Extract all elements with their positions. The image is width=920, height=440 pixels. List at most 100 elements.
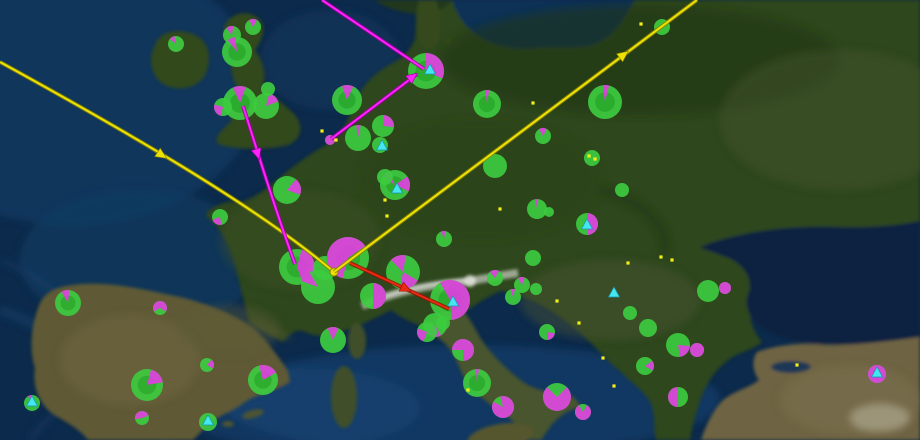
pie-marker[interactable]	[576, 212, 599, 235]
pie-marker[interactable]	[273, 176, 302, 204]
cyan-triangle-marker[interactable]	[423, 63, 437, 75]
pie-marker[interactable]	[690, 343, 704, 357]
yellow-waypoint-dot[interactable]	[639, 22, 643, 26]
yellow-waypoint-dot[interactable]	[593, 157, 597, 161]
pie-marker[interactable]	[452, 339, 474, 361]
pie-green-slice	[483, 154, 507, 178]
yellow-waypoint-dot[interactable]	[587, 154, 591, 158]
pie-magenta-slice	[690, 343, 704, 357]
pie-marker[interactable]	[248, 364, 278, 395]
yellow-waypoint-dot[interactable]	[577, 321, 581, 325]
route-yellow-west[interactable]	[0, 60, 339, 277]
yellow-waypoint-dot[interactable]	[555, 299, 559, 303]
pie-marker[interactable]	[491, 395, 514, 418]
pie-green-slice	[615, 183, 629, 197]
cyan-triangle-marker[interactable]	[580, 218, 594, 230]
pie-marker[interactable]	[377, 169, 393, 185]
pie-marker[interactable]	[525, 250, 541, 266]
yellow-waypoint-dot[interactable]	[626, 261, 630, 265]
pie-marker[interactable]	[505, 288, 521, 305]
route-magenta-north[interactable]	[320, 0, 426, 71]
pie-marker[interactable]	[543, 383, 571, 411]
pie-marker[interactable]	[575, 404, 591, 420]
yellow-waypoint-dot[interactable]	[320, 129, 324, 133]
pie-marker[interactable]	[301, 270, 335, 304]
pie-marker[interactable]	[332, 84, 362, 115]
yellow-waypoint-dot[interactable]	[670, 258, 674, 262]
yellow-waypoint-dot[interactable]	[659, 255, 663, 259]
yellow-waypoint-dot[interactable]	[383, 198, 387, 202]
route-magenta-london-geneva[interactable]	[241, 105, 297, 265]
pie-marker[interactable]	[222, 37, 252, 67]
pie-marker[interactable]	[436, 316, 450, 330]
route-line	[242, 105, 296, 265]
pie-marker[interactable]	[200, 358, 214, 372]
pie-marker[interactable]	[527, 199, 547, 219]
cyan-triangle-marker[interactable]	[607, 286, 621, 298]
cyan-triangle-marker[interactable]	[870, 366, 884, 378]
pie-marker[interactable]	[588, 85, 622, 119]
pie-magenta-slice	[518, 276, 525, 285]
yellow-waypoint-dot[interactable]	[385, 214, 389, 218]
pie-marker[interactable]	[320, 327, 346, 353]
pie-marker[interactable]	[535, 127, 551, 144]
pie-marker[interactable]	[544, 207, 554, 217]
pie-marker[interactable]	[153, 300, 167, 315]
pie-marker[interactable]	[345, 125, 371, 151]
pie-magenta-slice	[719, 282, 731, 294]
pie-magenta-slice	[302, 272, 318, 287]
pie-marker[interactable]	[55, 289, 81, 316]
pie-magenta-slice	[356, 125, 361, 138]
yellow-waypoint-dot[interactable]	[334, 138, 338, 142]
pie-marker[interactable]	[253, 93, 279, 119]
pie-marker[interactable]	[639, 319, 657, 337]
yellow-waypoint-dot[interactable]	[601, 356, 605, 360]
pie-marker[interactable]	[214, 98, 232, 116]
pie-marker[interactable]	[168, 36, 184, 52]
cyan-triangle-marker[interactable]	[25, 395, 39, 407]
pie-marker[interactable]	[666, 333, 690, 357]
pie-marker[interactable]	[360, 283, 386, 309]
yellow-waypoint-dot[interactable]	[498, 207, 502, 211]
pie-marker[interactable]	[473, 90, 501, 118]
pie-marker[interactable]	[668, 387, 688, 407]
pie-marker[interactable]	[131, 369, 163, 401]
pie-marker[interactable]	[372, 115, 395, 137]
pie-marker[interactable]	[463, 368, 491, 397]
cyan-triangle-marker[interactable]	[446, 295, 460, 307]
yellow-waypoint-dot[interactable]	[531, 101, 535, 105]
route-red-zurich-florence[interactable]	[349, 261, 450, 311]
yellow-waypoint-dot[interactable]	[612, 384, 616, 388]
pie-magenta-slice	[645, 360, 654, 371]
pie-marker[interactable]	[261, 82, 275, 96]
pie-marker[interactable]	[615, 183, 629, 197]
pie-marker[interactable]	[212, 209, 228, 226]
cyan-triangle-marker[interactable]	[201, 414, 215, 426]
pie-marker[interactable]	[530, 283, 542, 295]
pie-marker[interactable]	[623, 306, 637, 320]
route-direction-arrow-icon	[616, 50, 629, 63]
pie-marker[interactable]	[245, 18, 261, 35]
pie-marker[interactable]	[135, 411, 149, 425]
pie-green-slice	[530, 283, 542, 295]
yellow-waypoint-dot[interactable]	[795, 363, 799, 367]
pie-marker[interactable]	[719, 282, 731, 294]
cyan-triangle-marker[interactable]	[390, 182, 404, 194]
landmass-sardinia	[331, 366, 357, 428]
pie-marker[interactable]	[539, 324, 555, 340]
pie-marker[interactable]	[636, 357, 654, 375]
pie-marker[interactable]	[697, 280, 719, 302]
cyan-triangle-marker[interactable]	[375, 139, 389, 151]
route-yellow-east[interactable]	[332, 0, 699, 274]
pie-marker[interactable]	[584, 150, 600, 166]
pie-marker[interactable]	[483, 154, 507, 178]
pie-marker[interactable]	[416, 322, 437, 342]
pie-marker[interactable]	[487, 269, 503, 286]
route-magenta-paris-hamburg[interactable]	[329, 69, 420, 141]
pie-marker[interactable]	[514, 276, 530, 293]
pie-marker[interactable]	[223, 86, 257, 120]
yellow-waypoint-dot[interactable]	[466, 388, 470, 392]
pie-marker[interactable]	[436, 230, 452, 247]
